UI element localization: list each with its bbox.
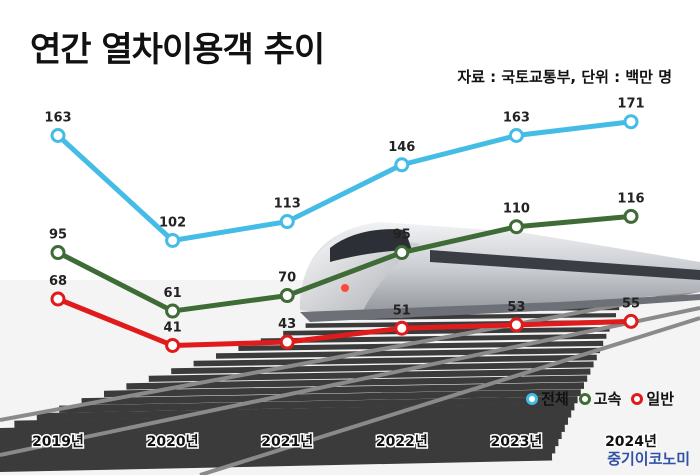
data-point xyxy=(279,334,295,350)
x-tick-label: 2021년 xyxy=(261,434,313,450)
data-point xyxy=(394,157,410,173)
legend-marker-icon xyxy=(526,392,539,405)
x-tick-label: 2024년 xyxy=(605,434,657,450)
data-point xyxy=(508,219,524,235)
data-label: 61 xyxy=(164,286,182,301)
data-point xyxy=(165,232,181,248)
data-label: 163 xyxy=(44,111,71,126)
series-line xyxy=(55,213,634,314)
data-label: 113 xyxy=(274,197,301,212)
data-point xyxy=(279,214,295,230)
data-point xyxy=(50,245,66,261)
data-label: 41 xyxy=(164,320,182,335)
data-point xyxy=(165,337,181,353)
data-point xyxy=(279,288,295,304)
legend-marker-icon xyxy=(631,392,644,405)
data-label: 95 xyxy=(49,228,67,243)
data-point xyxy=(165,303,181,319)
data-point xyxy=(50,128,66,144)
x-tick-label: 2022년 xyxy=(376,434,428,450)
data-point xyxy=(50,291,66,307)
data-label: 70 xyxy=(278,271,296,286)
data-label: 55 xyxy=(622,296,640,311)
data-point xyxy=(394,320,410,336)
data-label: 116 xyxy=(617,191,644,206)
brand-logo: 중기이코노미 xyxy=(607,450,690,468)
data-label: 146 xyxy=(388,140,415,155)
legend-marker-icon xyxy=(578,392,591,405)
chart-title: 연간 열차이용객 추이 xyxy=(30,30,325,70)
x-tick-label: 2023년 xyxy=(490,434,542,450)
x-tick-label: 2019년 xyxy=(32,434,84,450)
legend-label: 고속 xyxy=(593,390,622,408)
x-tick-label: 2020년 xyxy=(147,434,199,450)
legend-label: 전체 xyxy=(541,390,569,408)
data-label: 51 xyxy=(393,303,411,318)
data-label: 43 xyxy=(278,317,296,332)
data-label: 110 xyxy=(503,202,530,217)
legend-item-total: 전체 xyxy=(526,388,569,409)
data-point xyxy=(508,317,524,333)
legend: 전체 고속 일반 xyxy=(526,388,674,409)
data-label: 53 xyxy=(507,300,525,315)
series-line xyxy=(55,296,634,348)
legend-label: 일반 xyxy=(646,390,674,408)
source-note: 자료 : 국토교통부, 단위 : 백만 명 xyxy=(457,68,672,86)
data-label: 171 xyxy=(617,97,644,112)
data-label: 102 xyxy=(159,215,186,230)
data-point xyxy=(394,245,410,261)
data-point xyxy=(623,114,639,130)
data-point xyxy=(508,128,524,144)
series-line xyxy=(55,119,634,243)
train-illustration xyxy=(0,222,700,475)
data-point xyxy=(623,313,639,329)
data-label: 95 xyxy=(393,228,411,243)
legend-item-express: 고속 xyxy=(578,388,622,409)
data-point xyxy=(623,208,639,224)
data-label: 68 xyxy=(49,274,67,289)
data-label: 163 xyxy=(503,111,530,126)
legend-item-regular: 일반 xyxy=(631,388,674,409)
